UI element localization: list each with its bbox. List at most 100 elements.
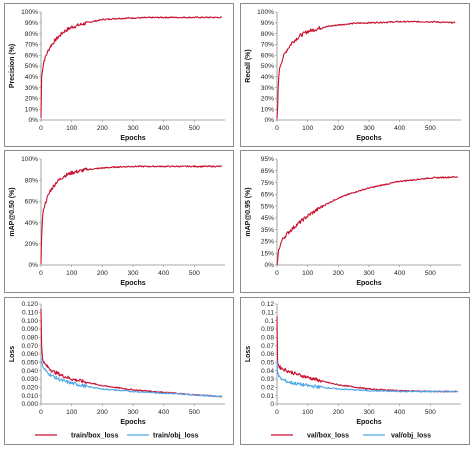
x-tick-label: 100 [66, 409, 77, 416]
x-axis-label: Epochs [120, 280, 145, 287]
y-tick-label: 70% [261, 42, 274, 49]
y-axis-label: Recall (%) [245, 49, 252, 82]
x-tick-label: 400 [394, 270, 405, 277]
x-tick-label: 200 [333, 270, 344, 277]
x-tick-label: 0 [275, 409, 279, 416]
y-tick-label: 40% [25, 74, 38, 81]
x-tick-label: 100 [302, 125, 313, 132]
y-tick-label: 75% [261, 180, 274, 187]
x-tick-label: 500 [425, 409, 436, 416]
y-tick-label: 15% [261, 250, 274, 257]
y-tick-label: 0.050 [21, 360, 38, 367]
y-tick-label: 0.12 [261, 301, 274, 308]
x-tick-label: 300 [127, 409, 138, 416]
x-axis-label: Epochs [356, 280, 381, 287]
recall-panel: 0% 10% 20% 30% 40% 50% 60% 70% 80% 90% 100% 0 100 200… [240, 3, 470, 147]
y-axis-label: Loss [245, 346, 252, 362]
series-line-val-box-loss [276, 316, 459, 393]
x-axis-label: Epochs [356, 135, 381, 142]
series-line-train-obj-loss [40, 357, 223, 398]
x-tick-label: 200 [333, 409, 344, 416]
y-tick-label: 0.110 [22, 310, 38, 317]
x-tick-label: 0 [39, 125, 43, 132]
y-tick-label: 30% [25, 85, 38, 92]
x-tick-label: 200 [97, 125, 108, 132]
y-tick-label: 80% [25, 31, 38, 38]
y-tick-label: 0.04 [261, 368, 274, 375]
x-tick-label: 500 [425, 270, 436, 277]
recall-chart: 0% 10% 20% 30% 40% 50% 60% 70% 80% 90% 100% 0 100 200… [245, 9, 461, 142]
y-axis-label: mAP@0.95 (%) [245, 187, 252, 236]
train-loss-panel: 0.000 0.010 0.020 0.030 0.040 0.050 0.060 0.070… [4, 297, 234, 445]
y-tick-label: 20% [261, 96, 274, 103]
y-tick-label: 0.090 [21, 326, 38, 333]
y-tick-label: 60% [261, 52, 274, 59]
y-tick-label: 0.05 [261, 360, 274, 367]
y-tick-label: 55% [261, 203, 274, 210]
y-tick-label: 50% [261, 63, 274, 70]
y-tick-label: 0.060 [21, 351, 38, 358]
y-tick-label: 0.06 [261, 351, 274, 358]
y-axis-label: mAP@0.50 (%) [9, 187, 16, 236]
y-tick-label: 65% [261, 192, 274, 199]
legend-label: val/box_loss [307, 433, 349, 440]
y-tick-label: 0.000 [21, 401, 38, 408]
x-tick-label: 400 [158, 125, 169, 132]
x-tick-label: 0 [275, 125, 279, 132]
y-tick-label: 0.08 [261, 335, 274, 342]
y-tick-label: 0% [264, 262, 274, 269]
y-tick-label: 80% [25, 177, 38, 184]
y-tick-label: 40% [261, 74, 274, 81]
y-tick-label: 85% [261, 168, 274, 175]
x-tick-label: 100 [66, 270, 77, 277]
x-tick-label: 100 [302, 270, 313, 277]
y-tick-label: 25% [261, 239, 274, 246]
x-tick-label: 500 [189, 125, 200, 132]
x-tick-label: 500 [189, 270, 200, 277]
val-loss-panel: 0 0.01 0.02 0.03 0.04 0.05 0.06 0.07 0.08 0.09 0.1… [240, 297, 470, 445]
precision-chart: 0% 10% 20% 30% 40% 50% 60% 70% 80% 90% 100% 0 100 200… [9, 9, 225, 142]
y-tick-label: 0.07 [261, 343, 274, 350]
y-tick-label: 100% [21, 9, 38, 16]
y-tick-label: 70% [25, 42, 38, 49]
x-tick-label: 0 [39, 409, 43, 416]
map5095-panel: 0% 15% 25% 35% 45% 55% 65% 75% 85% 95% 0 100 200 300 4… [240, 150, 470, 293]
y-tick-label: 100% [21, 156, 38, 163]
x-axis-label: Epochs [120, 135, 145, 142]
y-tick-label: 60% [25, 52, 38, 59]
y-tick-label: 0% [28, 262, 38, 269]
y-tick-label: 45% [261, 215, 274, 222]
map5095-chart: 0% 15% 25% 35% 45% 55% 65% 75% 85% 95% 0 100 200 300 4… [245, 156, 461, 287]
x-tick-label: 400 [158, 270, 169, 277]
y-tick-label: 0.03 [261, 376, 274, 383]
series-line-precision [40, 16, 223, 118]
y-tick-label: 35% [261, 227, 274, 234]
x-tick-label: 400 [394, 409, 405, 416]
x-tick-label: 0 [39, 270, 43, 277]
y-tick-label: 80% [261, 31, 274, 38]
x-tick-label: 300 [127, 270, 138, 277]
series-line-map50 [40, 165, 223, 264]
y-tick-label: 30% [261, 85, 274, 92]
y-tick-label: 0.100 [21, 318, 38, 325]
y-tick-label: 0.09 [261, 326, 274, 333]
x-tick-label: 300 [363, 125, 374, 132]
y-tick-label: 0.030 [21, 376, 38, 383]
y-tick-label: 0% [264, 117, 274, 124]
x-tick-label: 100 [66, 125, 77, 132]
x-tick-label: 200 [97, 270, 108, 277]
y-axis-label: Loss [9, 346, 16, 362]
y-tick-label: 95% [261, 156, 274, 163]
x-tick-label: 400 [158, 409, 169, 416]
y-tick-label: 0.070 [21, 343, 38, 350]
x-axis-label: Epochs [356, 419, 381, 426]
x-tick-label: 300 [127, 125, 138, 132]
legend-label: train/box_loss [71, 433, 119, 440]
x-tick-label: 0 [275, 270, 279, 277]
y-tick-label: 0.1 [265, 318, 274, 325]
map50-chart: 0% 20% 40% 60% 80% 100% 0 100 200 300 400 500 Epochs… [9, 156, 225, 287]
x-tick-label: 300 [363, 270, 374, 277]
x-tick-label: 200 [333, 125, 344, 132]
y-tick-label: 60% [25, 199, 38, 206]
